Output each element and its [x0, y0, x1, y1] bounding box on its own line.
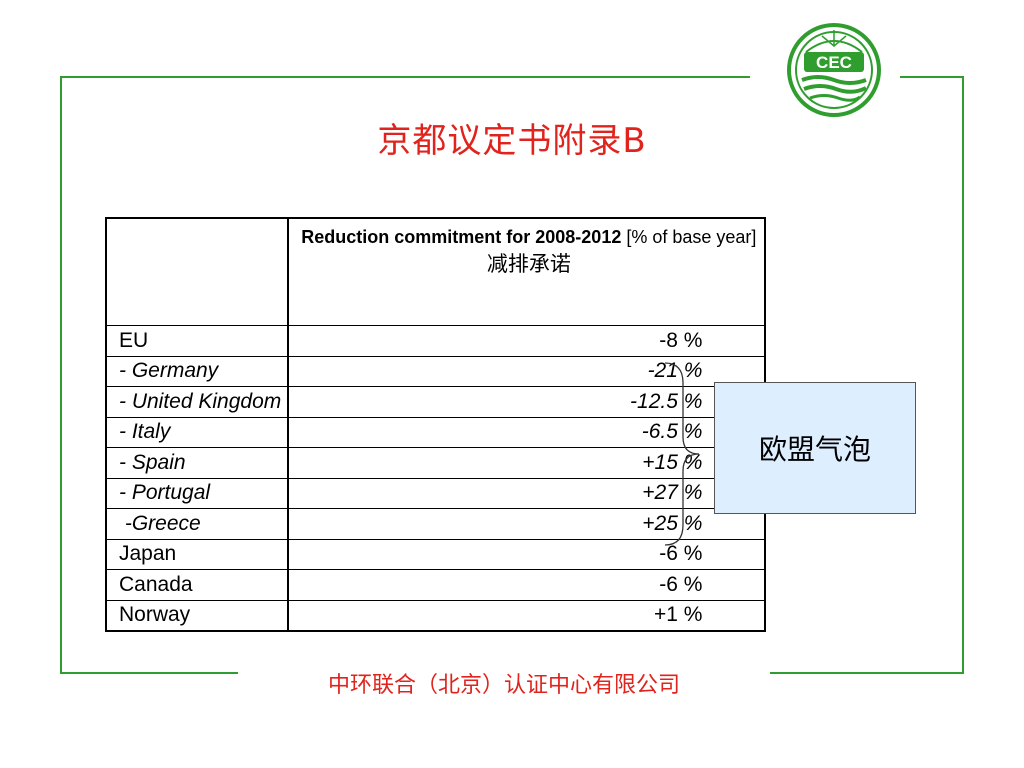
value-cell: -6.5 %: [287, 416, 767, 448]
value-cell: +1 %: [287, 599, 767, 632]
table-header-row: Reduction commitment for 2008-2012 [% of…: [104, 217, 767, 326]
value-cell: +27 %: [287, 477, 767, 509]
table-header-empty-cell: [104, 217, 290, 326]
country-cell: - United Kingdom: [104, 386, 290, 418]
frame-line-left: [60, 76, 62, 674]
country-cell: - Italy: [104, 416, 290, 448]
eu-bubble-box: 欧盟气泡: [714, 382, 916, 514]
table-row: Canada -6 %: [104, 569, 767, 601]
table-row: -Greece +25 %: [104, 508, 767, 540]
footer-company-name: 中环联合（北京）认证中心有限公司: [327, 673, 680, 698]
country-cell: Japan: [104, 538, 290, 570]
table-row: - Italy -6.5 %: [104, 416, 767, 448]
frame-line-bottom-left: [60, 672, 238, 674]
value-cell: +25 %: [287, 508, 767, 540]
table-row: - United Kingdom -12.5 %: [104, 386, 767, 418]
page-title: 京都议定书附录B: [377, 121, 647, 161]
value-cell: -21 %: [287, 355, 767, 387]
table-row: - Spain +15 %: [104, 447, 767, 479]
table-row: EU -8 %: [104, 325, 767, 357]
right-brace-icon: [664, 362, 700, 546]
country-cell: EU: [104, 325, 290, 357]
frame-line-bottom-right: [770, 672, 964, 674]
country-cell: -Greece: [104, 508, 290, 540]
value-cell: -8 %: [287, 325, 767, 357]
header-normal-text: [% of base year]: [621, 227, 757, 247]
header-chinese-text: 减排承诺: [486, 252, 571, 276]
table-row: Norway +1 %: [104, 599, 767, 632]
header-bold-text: Reduction commitment for 2008-2012: [301, 227, 622, 247]
value-cell: +15 %: [287, 447, 767, 479]
country-cell: Canada: [104, 569, 290, 601]
value-cell: -6 %: [287, 569, 767, 601]
table-header-cell: Reduction commitment for 2008-2012 [% of…: [287, 217, 767, 326]
table-row: - Germany -21 %: [104, 355, 767, 387]
value-cell: -12.5 %: [287, 386, 767, 418]
frame-line-top-right: [900, 76, 962, 78]
country-cell: - Spain: [104, 447, 290, 479]
commitment-table: Reduction commitment for 2008-2012 [% of…: [104, 217, 767, 632]
table-row: - Portugal +27 %: [104, 477, 767, 509]
frame-line-top-left: [60, 76, 750, 78]
country-cell: - Portugal: [104, 477, 290, 509]
country-cell: - Germany: [104, 355, 290, 387]
cec-logo-icon: CEC: [787, 23, 881, 117]
country-cell: Norway: [104, 599, 290, 632]
frame-line-right: [962, 76, 964, 674]
svg-text:CEC: CEC: [816, 53, 852, 72]
